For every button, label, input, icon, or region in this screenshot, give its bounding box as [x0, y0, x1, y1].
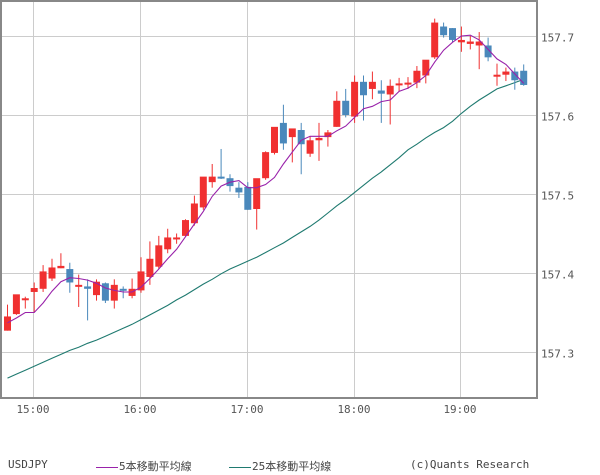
candle — [39, 271, 47, 289]
candle — [377, 90, 385, 94]
candle — [422, 59, 430, 76]
candle — [235, 187, 243, 193]
y-axis: 157.3 157.4 157.5 157.6 157.7 — [541, 32, 574, 361]
candle — [333, 100, 341, 127]
x-tick-label: 19:00 — [443, 403, 476, 416]
candle — [315, 137, 323, 141]
x-axis: 15:00 16:00 17:00 18:00 19:00 — [16, 403, 476, 416]
candle — [262, 152, 270, 179]
y-tick-label: 157.6 — [541, 111, 574, 124]
candle — [137, 271, 145, 291]
legend-ma25: 25本移動平均線 — [229, 458, 331, 474]
candle — [431, 22, 439, 58]
grid — [1, 1, 537, 398]
candle — [271, 126, 278, 153]
ma5-label: 5本移動平均線 — [119, 460, 192, 473]
candle — [119, 288, 127, 291]
candle — [110, 284, 118, 301]
ma25-label: 25本移動平均線 — [252, 460, 332, 473]
y-tick-label: 157.5 — [541, 190, 574, 203]
candle — [93, 281, 100, 296]
candle — [84, 286, 92, 289]
copyright: (c)Quants Research — [410, 458, 529, 471]
legend-ma5: 5本移動平均線 — [96, 458, 192, 474]
ma25-swatch — [229, 466, 251, 468]
ma25-line — [7, 78, 524, 379]
plot-frame — [0, 0, 538, 399]
candle — [368, 81, 376, 89]
candle — [190, 203, 198, 224]
candle — [440, 26, 448, 36]
x-tick-label: 16:00 — [123, 403, 156, 416]
candle — [342, 100, 350, 115]
candle — [279, 122, 287, 144]
candle — [182, 220, 189, 236]
ma5-line — [7, 34, 525, 324]
candle — [75, 284, 83, 287]
candle — [475, 41, 483, 46]
candle — [101, 283, 109, 301]
candle — [511, 71, 519, 81]
candle — [57, 265, 65, 269]
candle — [386, 85, 394, 95]
candle — [4, 316, 11, 331]
candle — [395, 83, 403, 86]
candle — [253, 178, 261, 210]
candle — [324, 132, 332, 138]
candle — [449, 28, 456, 40]
candle — [30, 288, 38, 292]
candle — [66, 269, 74, 283]
y-tick-label: 157.3 — [541, 348, 574, 361]
candle — [217, 176, 225, 179]
candle — [351, 81, 359, 117]
x-tick-label: 15:00 — [16, 403, 49, 416]
candle — [404, 82, 412, 85]
candle — [520, 70, 528, 85]
candle — [306, 140, 314, 154]
x-tick-label: 17:00 — [230, 403, 263, 416]
candles — [4, 18, 528, 331]
candle — [173, 237, 181, 240]
candle — [360, 81, 367, 96]
y-tick-label: 157.4 — [541, 269, 574, 282]
candlestick-chart: 157.3 157.4 157.5 157.6 157.7 15:00 16:00 17:0… — [0, 0, 574, 416]
candle — [146, 258, 154, 277]
copyright-text: (c)Quants Research — [410, 458, 530, 471]
candle — [21, 298, 29, 301]
candle — [48, 267, 56, 279]
candle — [502, 71, 510, 75]
candle — [244, 186, 252, 210]
candle — [466, 41, 474, 44]
candle — [413, 70, 421, 83]
candle — [297, 130, 305, 145]
y-tick-label: 157.7 — [541, 32, 574, 45]
ma5-swatch — [96, 466, 118, 468]
candle — [12, 294, 20, 315]
candle — [164, 237, 172, 250]
candle — [199, 176, 207, 208]
candle — [288, 128, 296, 138]
candle — [457, 39, 465, 43]
candle — [155, 245, 163, 267]
candle — [484, 45, 492, 58]
legend-symbol: USDJPY — [8, 458, 48, 471]
x-tick-label: 18:00 — [337, 403, 370, 416]
candle — [493, 74, 501, 77]
candle — [208, 176, 216, 183]
symbol-label: USDJPY — [8, 458, 48, 471]
